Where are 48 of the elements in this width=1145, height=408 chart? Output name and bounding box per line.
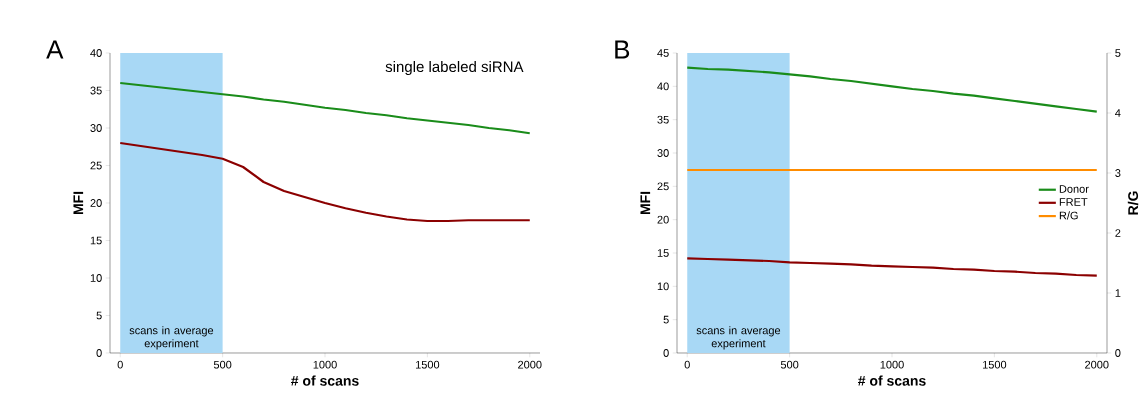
y-tick-label: 35 (90, 86, 102, 95)
y-tick-label: 45 (657, 49, 669, 57)
y-tick-label: 15 (90, 236, 102, 245)
y2-tick-label: 0 (1115, 349, 1121, 357)
y2-tick-label: 1 (1115, 289, 1121, 297)
x-tick-label: 2000 (518, 360, 542, 369)
x-tick-label: 500 (780, 360, 799, 369)
legend-label: FRET (1059, 198, 1088, 206)
band-label: scans in average experiment (129, 326, 214, 350)
y2-tick-label: 2 (1115, 229, 1121, 237)
band-label: scans in average experiment (696, 326, 781, 350)
y-tick-label: 10 (657, 282, 669, 291)
text: B (615, 40, 630, 59)
y-tick-label: 20 (657, 215, 669, 224)
y-tick-label: 10 (90, 274, 102, 282)
y-tick-label: 20 (90, 199, 102, 207)
y-axis-title: MFI (73, 191, 84, 215)
y-tick-label: 30 (90, 124, 102, 132)
y-tick-label: 5 (96, 311, 102, 320)
x-tick-label: 500 (213, 360, 232, 369)
y-tick-label: 0 (96, 349, 102, 357)
x-tick-label: 2000 (1085, 360, 1109, 369)
x-axis-title: # of scans (858, 375, 926, 386)
x-axis-title: # of scans (291, 375, 359, 386)
y-tick-label: 40 (657, 82, 669, 91)
x-tick-label: 0 (117, 360, 123, 369)
y2-axis-title: R/G (1127, 191, 1139, 215)
y-axis-title: MFI (640, 191, 651, 215)
x-tick-label: 0 (684, 360, 690, 369)
y-tick-label: 25 (657, 182, 669, 191)
y-tick-label: 40 (90, 49, 102, 57)
y2-tick-label: 5 (1115, 49, 1121, 57)
x-tick-label: 1500 (982, 360, 1007, 369)
y-tick-label: 35 (657, 115, 669, 124)
y2-tick-label: 3 (1115, 169, 1121, 177)
text: A (46, 40, 64, 59)
y-tick-label: 5 (663, 315, 669, 324)
y-tick-label: 25 (90, 161, 102, 170)
x-tick-label: 1500 (415, 360, 440, 369)
chart-title: single labeled siRNA (385, 61, 524, 75)
legend-label: Donor (1059, 185, 1089, 193)
legend-label: R/G (1059, 211, 1078, 220)
y-tick-label: 30 (657, 149, 669, 157)
y2-tick-label: 4 (1115, 109, 1121, 117)
y-tick-label: 15 (657, 249, 669, 257)
x-tick-label: 1000 (880, 360, 904, 369)
x-tick-label: 1000 (313, 360, 337, 369)
y-tick-label: 0 (663, 349, 669, 357)
